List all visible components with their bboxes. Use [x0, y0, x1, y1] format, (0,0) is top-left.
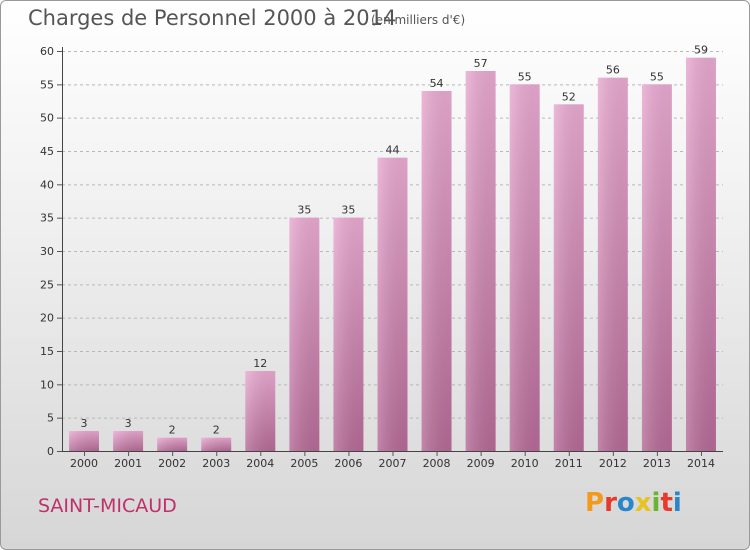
x-tick-label-2004: 2004 [246, 457, 274, 470]
logo-letter: P [585, 488, 605, 518]
bar-shade-2010 [509, 84, 540, 451]
x-tick-label-2013: 2013 [643, 457, 671, 470]
y-tick-label: 0 [47, 445, 54, 458]
y-tick-label: 5 [47, 412, 54, 425]
value-label-2002: 2 [169, 424, 176, 437]
y-tick-label: 20 [40, 312, 54, 325]
value-label-2005: 35 [297, 204, 311, 217]
x-tick-label-2001: 2001 [114, 457, 142, 470]
x-tick-label-2008: 2008 [423, 457, 451, 470]
value-label-2000: 3 [81, 417, 88, 430]
bar-shade-2005 [289, 217, 320, 451]
logo-letter: t [660, 488, 673, 518]
value-label-2011: 52 [562, 90, 576, 103]
value-label-2004: 12 [253, 357, 267, 370]
x-tick-label-2003: 2003 [202, 457, 230, 470]
bar-shade-2000 [69, 431, 100, 451]
bar-shade-2009 [465, 71, 496, 451]
x-tick-label-2007: 2007 [379, 457, 407, 470]
logo-letter: i [651, 488, 661, 518]
bar-shade-2013 [641, 84, 672, 451]
x-tick-label-2000: 2000 [70, 457, 98, 470]
y-tick-label: 55 [40, 78, 54, 91]
x-tick-label-2010: 2010 [511, 457, 539, 470]
logo-letter: o [616, 488, 635, 518]
logo-letter: i [672, 488, 682, 518]
x-tick-label-2009: 2009 [467, 457, 495, 470]
chart-title: Charges de Personnel 2000 à 2014 [28, 6, 397, 30]
x-tick-label-2014: 2014 [687, 457, 715, 470]
value-label-2009: 57 [474, 57, 488, 70]
value-label-2010: 55 [518, 70, 532, 83]
value-labels: 3 3 2 2 12 35 35 44 54 57 55 52 56 55 59 [81, 44, 708, 437]
bar-shade-2012 [597, 77, 628, 452]
y-tick-label: 35 [40, 212, 54, 225]
bar-shade-2011 [553, 104, 584, 451]
bar-shade-2002 [157, 437, 188, 451]
bar-shade-2007 [377, 157, 408, 451]
y-tick-label: 45 [40, 145, 54, 158]
value-label-2003: 2 [213, 424, 220, 437]
x-tick-label-2011: 2011 [555, 457, 583, 470]
x-tick-label-2005: 2005 [290, 457, 318, 470]
x-tick-label-2006: 2006 [334, 457, 362, 470]
y-tick-label: 40 [40, 178, 54, 191]
bar-shade-2008 [421, 91, 452, 451]
bars [69, 57, 716, 452]
bar-shade-2004 [245, 371, 276, 451]
bar-shade-2014 [685, 57, 716, 452]
axes: 0 5 10 15 20 25 30 35 40 45 50 55 60 2000 2001 2002 2003… [40, 45, 723, 470]
y-tick-label: 30 [40, 245, 54, 258]
bar-shade-2001 [113, 431, 144, 451]
x-tick-label-2002: 2002 [158, 457, 186, 470]
proxiti-logo[interactable]: Proxiti [585, 488, 682, 518]
y-tick-label: 60 [40, 45, 54, 58]
value-label-2014: 59 [694, 44, 708, 57]
value-label-2008: 54 [430, 77, 444, 90]
value-label-2001: 3 [125, 417, 132, 430]
y-tick-label: 25 [40, 278, 54, 291]
chart-subtitle: (en milliers d'€) [371, 13, 466, 27]
commune-name: SAINT-MICAUD [38, 495, 177, 517]
x-tick-label-2012: 2012 [599, 457, 627, 470]
value-label-2007: 44 [386, 144, 400, 157]
y-tick-label: 50 [40, 112, 54, 125]
value-label-2013: 55 [650, 70, 664, 83]
y-tick-label: 15 [40, 345, 54, 358]
logo-letter: r [604, 488, 617, 518]
y-tick-label: 10 [40, 378, 54, 391]
bar-shade-2003 [201, 437, 232, 451]
value-label-2012: 56 [606, 64, 620, 77]
logo-letter: x [634, 488, 652, 518]
bar-shade-2006 [333, 217, 364, 451]
value-label-2006: 35 [341, 204, 355, 217]
